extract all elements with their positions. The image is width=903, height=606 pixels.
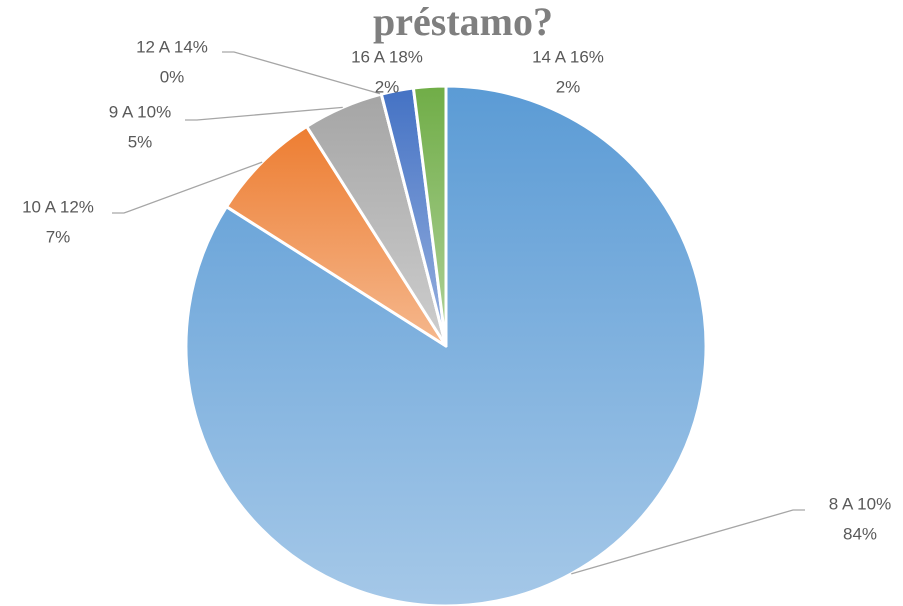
pie-slice [184, 84, 708, 606]
data-label-value: 2% [556, 77, 581, 96]
leader-line [222, 51, 382, 95]
data-label-name: 12 A 14% [136, 37, 208, 56]
data-label-name: 9 A 10% [109, 102, 171, 121]
data-label-name: 10 A 12% [22, 197, 94, 216]
data-label-value: 5% [128, 132, 153, 151]
data-label-value: 7% [46, 227, 71, 246]
data-label-value: 2% [375, 77, 400, 96]
data-label-name: 14 A 16% [532, 47, 604, 66]
data-label-name: 8 A 10% [829, 494, 891, 513]
chart-title: préstamo? [373, 0, 553, 44]
pie-slice [411, 84, 448, 348]
pie-slice [224, 124, 448, 348]
leader-line [571, 509, 805, 575]
leader-line [185, 106, 343, 121]
data-label-name: 16 A 18% [351, 47, 423, 66]
data-label-value: 84% [843, 524, 877, 543]
data-label-value: 0% [160, 67, 185, 86]
leader-line [112, 161, 263, 214]
